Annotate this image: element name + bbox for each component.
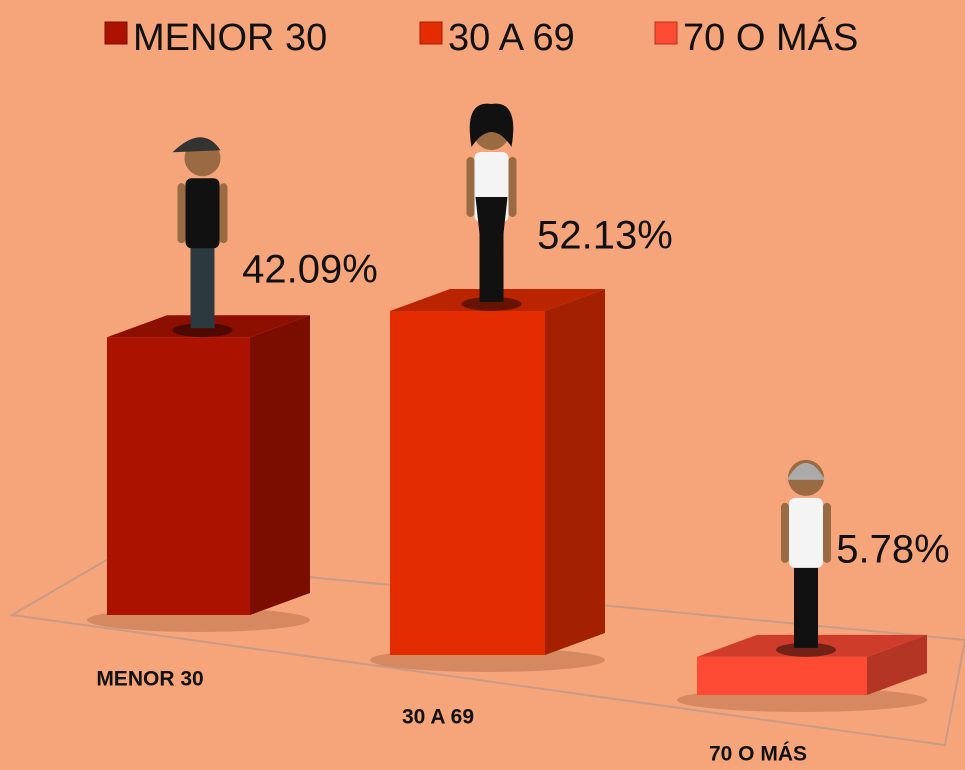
category-label: 70 O MÁS	[709, 743, 807, 766]
bar-front	[390, 311, 545, 655]
bar-side	[545, 289, 605, 655]
legend-swatch	[105, 22, 127, 44]
person-hair	[787, 463, 825, 480]
category-label: MENOR 30	[96, 668, 203, 691]
person-arm	[823, 503, 831, 563]
value-label: 5.78%	[836, 528, 949, 572]
person-arm	[509, 157, 517, 217]
legend-label: 70 O MÁS	[683, 16, 858, 59]
bar	[107, 315, 310, 615]
person-arm	[220, 183, 228, 243]
person-cap	[173, 137, 221, 152]
value-label: 42.09%	[242, 248, 378, 292]
value-label: 52.13%	[537, 214, 673, 258]
person-arm	[781, 503, 789, 563]
page: {"chart_data": {"type": "bar3d", "catego…	[0, 0, 965, 770]
person-legs	[191, 243, 215, 328]
person-torso	[186, 178, 220, 248]
bar-front	[107, 337, 250, 615]
legend-swatch	[655, 22, 677, 44]
category-label: 30 A 69	[402, 706, 474, 729]
person-figure	[173, 137, 233, 337]
bar-side	[250, 315, 310, 615]
person-arm	[178, 183, 186, 243]
person-legs	[794, 563, 818, 648]
person-arm	[467, 157, 475, 217]
person-figure	[462, 104, 522, 311]
chart: MENOR 30 30 A 69 70 O MÁS 42.09% MENOR 30 52.…	[0, 0, 965, 770]
bar	[390, 289, 605, 655]
person-torso	[789, 498, 823, 568]
legend-swatch	[420, 22, 442, 44]
legend-label: 30 A 69	[448, 17, 575, 59]
bar-front	[697, 657, 867, 695]
legend-label: MENOR 30	[133, 17, 327, 59]
